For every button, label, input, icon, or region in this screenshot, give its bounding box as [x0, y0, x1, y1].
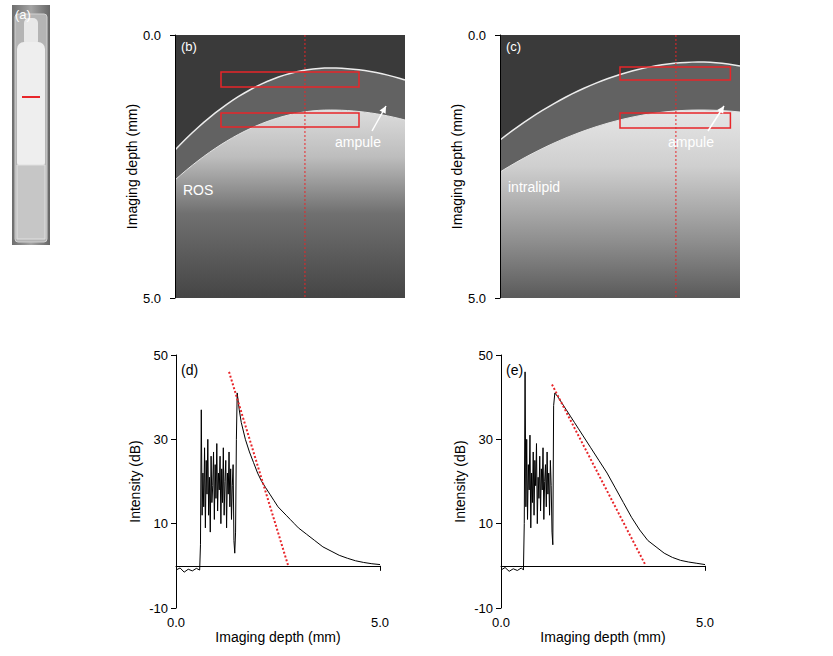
svg-text:0.0: 0.0 [468, 28, 486, 43]
svg-text:Intensity (dB): Intensity (dB) [452, 440, 468, 522]
svg-text:Imaging depth (mm): Imaging depth (mm) [215, 629, 340, 645]
svg-text:(e): (e) [506, 362, 523, 378]
svg-text:ROS: ROS [183, 182, 213, 198]
svg-text:ampule: ampule [668, 134, 714, 150]
svg-text:30: 30 [479, 432, 493, 447]
svg-text:Intensity (dB): Intensity (dB) [127, 440, 143, 522]
svg-text:30: 30 [154, 432, 168, 447]
svg-text:0.0: 0.0 [167, 615, 185, 630]
svg-text:Imaging depth (mm): Imaging depth (mm) [540, 629, 665, 645]
svg-text:(a): (a) [15, 7, 31, 22]
svg-text:50: 50 [479, 348, 493, 363]
svg-text:Imaging depth (mm): Imaging depth (mm) [449, 104, 465, 229]
svg-text:intralipid: intralipid [508, 179, 560, 195]
svg-text:ampule: ampule [335, 134, 381, 150]
svg-text:Imaging depth (mm): Imaging depth (mm) [124, 104, 140, 229]
svg-text:5.0: 5.0 [468, 291, 486, 306]
svg-text:10: 10 [479, 516, 493, 531]
svg-text:0.0: 0.0 [492, 615, 510, 630]
svg-text:(b): (b) [181, 39, 197, 54]
svg-text:0.0: 0.0 [143, 28, 161, 43]
svg-text:10: 10 [154, 516, 168, 531]
svg-text:(c): (c) [506, 39, 521, 54]
svg-text:5.0: 5.0 [143, 291, 161, 306]
svg-text:5.0: 5.0 [371, 615, 389, 630]
svg-text:-10: -10 [149, 601, 168, 616]
svg-text:5.0: 5.0 [696, 615, 714, 630]
svg-text:-10: -10 [474, 601, 493, 616]
svg-text:50: 50 [154, 348, 168, 363]
svg-text:(d): (d) [181, 362, 198, 378]
